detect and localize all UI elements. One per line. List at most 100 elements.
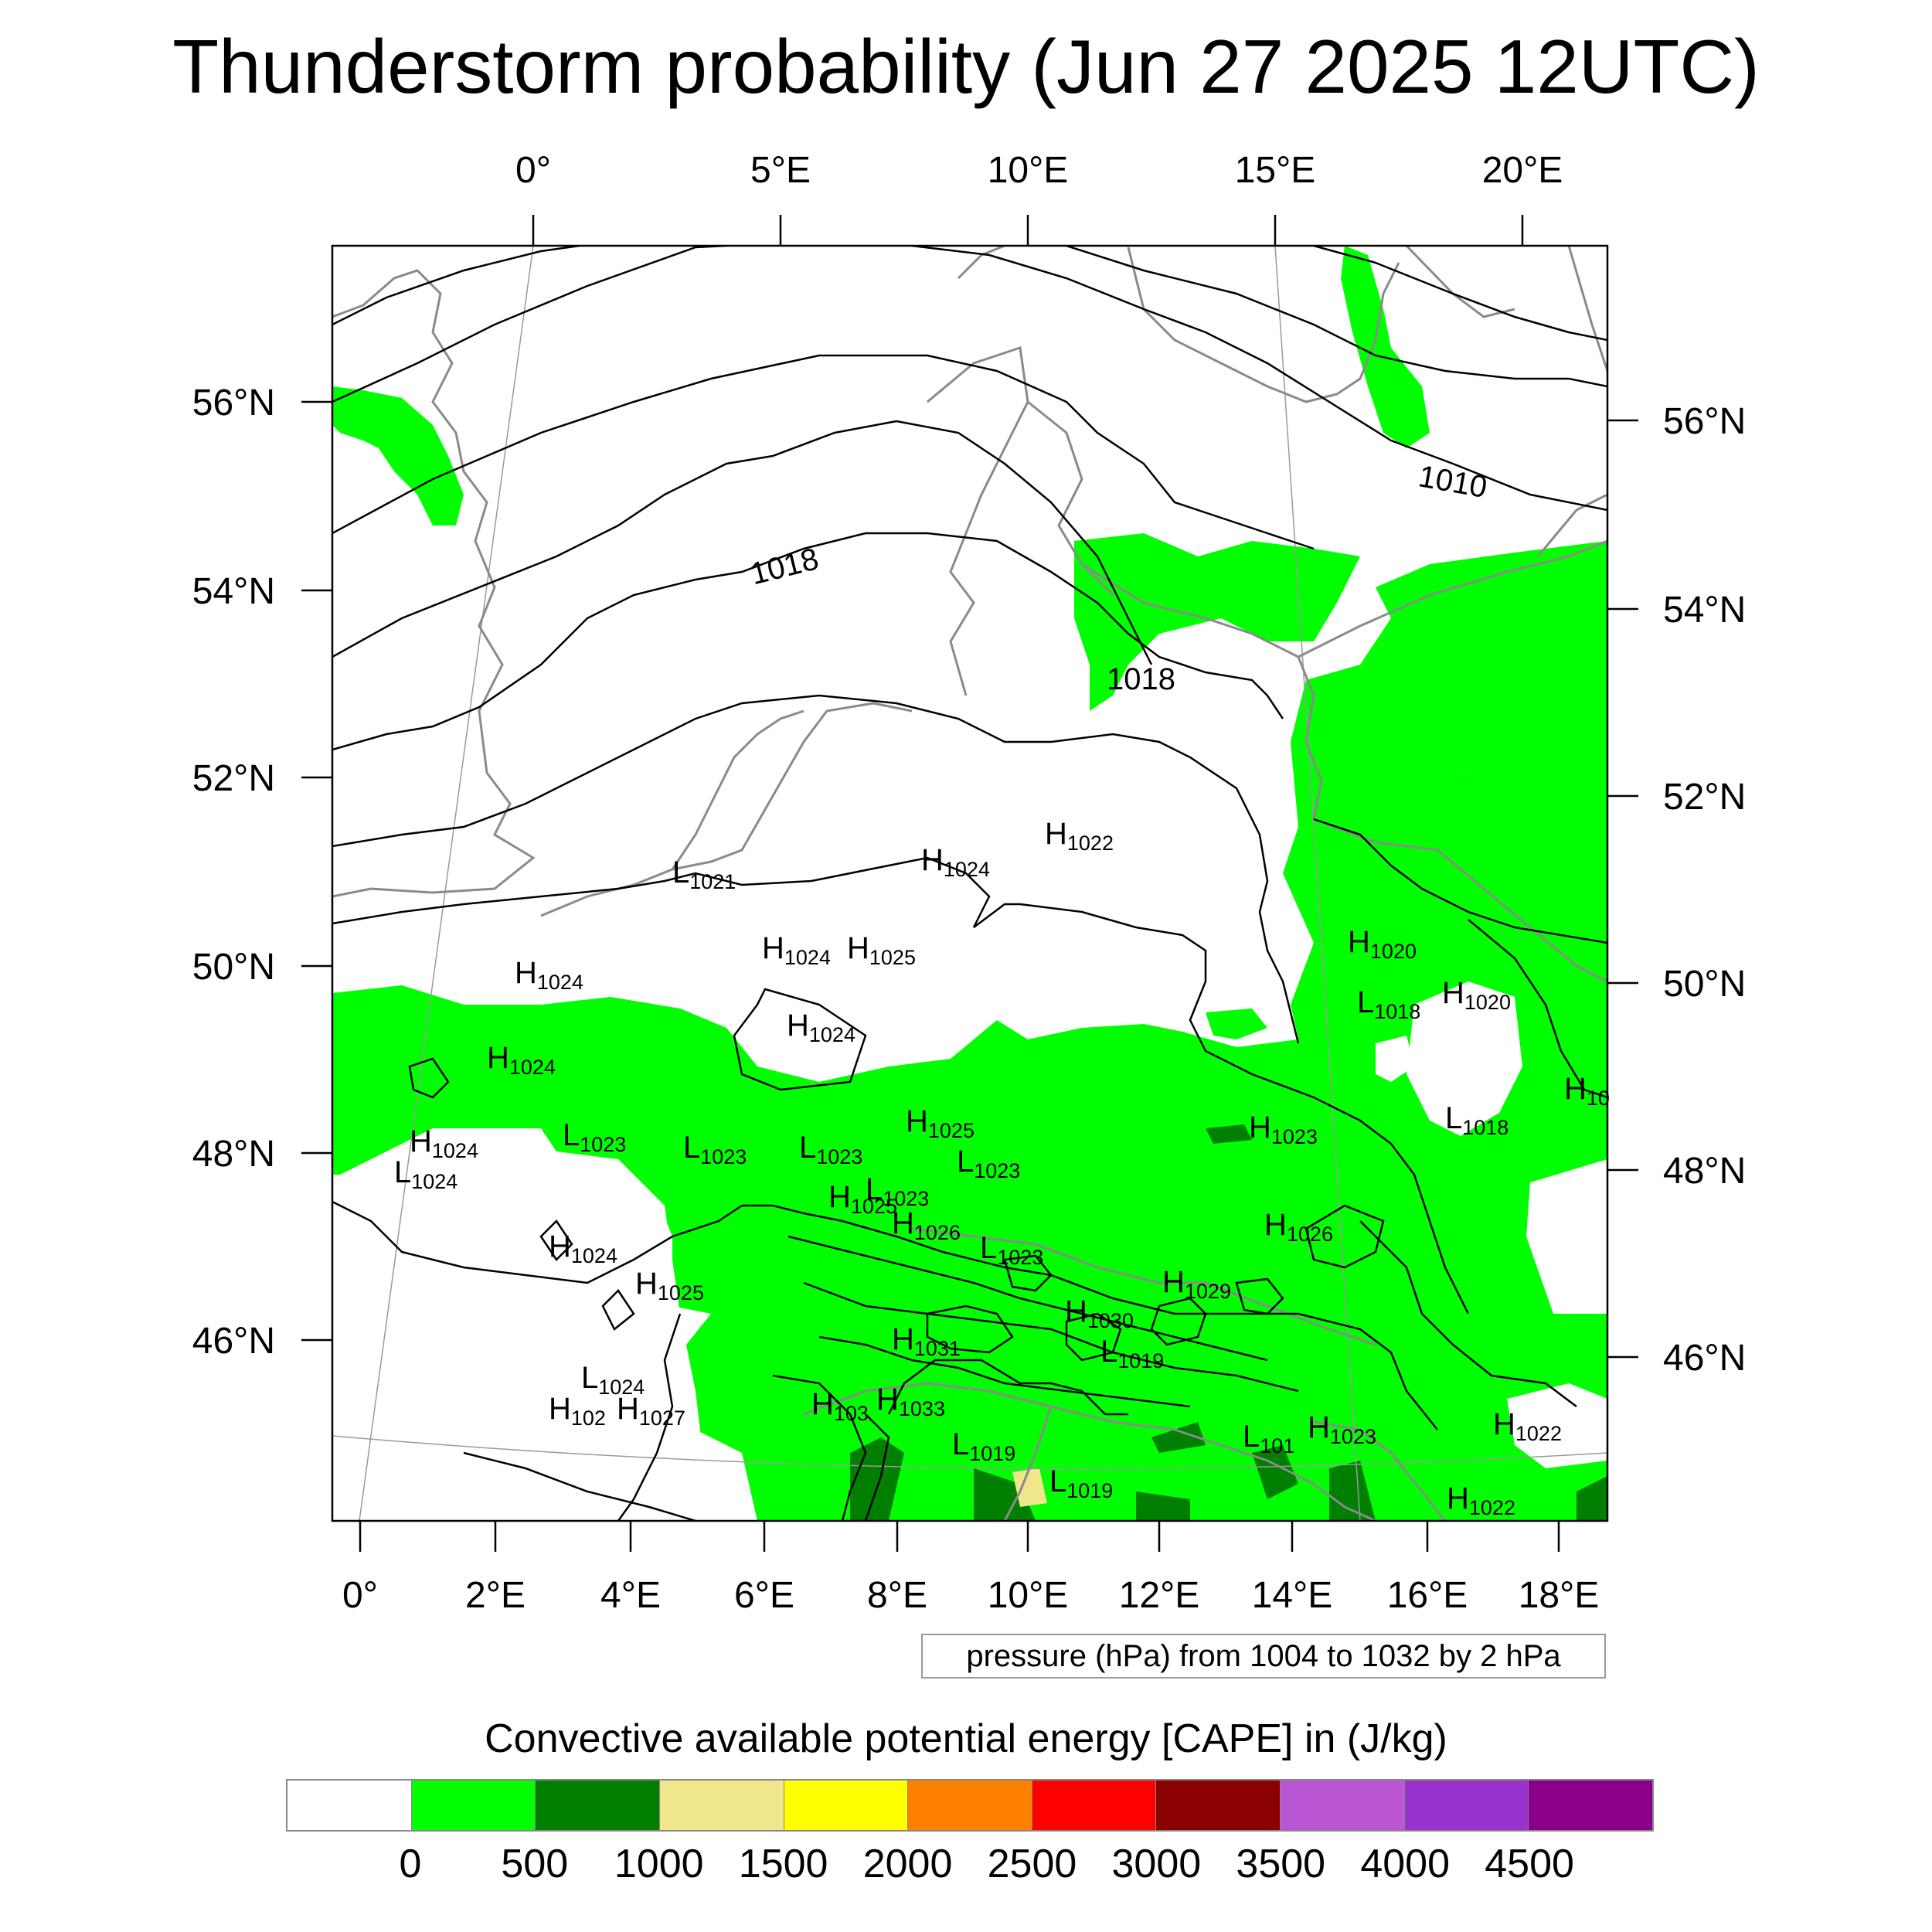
isobar-26 bbox=[601, 1289, 635, 1331]
colorbar-box bbox=[1280, 1781, 1404, 1830]
border-germany-poland bbox=[1297, 656, 1323, 820]
lon-label-top: 15°E bbox=[1235, 150, 1316, 191]
isobar-5 bbox=[332, 694, 1300, 1044]
isobar-15 bbox=[1359, 1220, 1577, 1407]
colorbar-title: Convective available potential energy [C… bbox=[485, 1716, 1447, 1761]
map-title: Thunderstorm probability (Jun 27 2025 12… bbox=[172, 24, 1760, 109]
pressure-center-label: H1030 bbox=[1065, 1294, 1134, 1332]
cape-area-small2 bbox=[1105, 1175, 1159, 1213]
coast-lithuania bbox=[1536, 493, 1607, 557]
lon-label-bottom: 6°E bbox=[734, 1575, 794, 1616]
cape-gap-south-east bbox=[1507, 1383, 1607, 1468]
colorbar-tick-label: 500 bbox=[501, 1842, 569, 1886]
pressure-center-label: H1022 bbox=[1045, 817, 1114, 855]
colorbar-box bbox=[783, 1781, 908, 1830]
lat-label-right: 46°N bbox=[1663, 1338, 1746, 1379]
coast-sweden-east bbox=[1405, 246, 1515, 318]
cape-dg-5 bbox=[1151, 1422, 1206, 1453]
pressure-center-label: H1033 bbox=[876, 1383, 945, 1420]
colorbar-tick-label: 2500 bbox=[987, 1842, 1077, 1886]
pressure-center-label: L1023 bbox=[799, 1131, 862, 1168]
graticule-lon-0 bbox=[359, 246, 534, 1521]
pressure-center-label: H103 bbox=[811, 1387, 869, 1425]
isobar-1018 bbox=[332, 532, 1284, 751]
lon-label-bottom: 2°E bbox=[465, 1575, 526, 1616]
isobar-19 bbox=[463, 1451, 696, 1521]
pressure-center-label: H1024 bbox=[410, 1124, 478, 1162]
colorbar-box bbox=[287, 1781, 411, 1830]
map-frame bbox=[331, 244, 1609, 1522]
isobar-4 bbox=[332, 420, 1153, 665]
colorbar-box bbox=[1155, 1781, 1281, 1830]
lon-label-bottom: 10°E bbox=[988, 1575, 1069, 1616]
isobar-17 bbox=[1313, 818, 1607, 944]
cape-fill-areas bbox=[332, 246, 1607, 1521]
cape-gap-east bbox=[1406, 981, 1522, 1136]
coast-jutland-east bbox=[1027, 400, 1114, 597]
colorbar-tick-label: 4500 bbox=[1485, 1842, 1574, 1886]
colorbar-tick-label: 1000 bbox=[614, 1842, 704, 1886]
isobar-23 bbox=[1150, 1297, 1207, 1346]
pressure-center-label: H1026 bbox=[892, 1206, 961, 1244]
lat-label-left: 52°N bbox=[192, 758, 275, 799]
pressure-center-label: H1025 bbox=[906, 1104, 975, 1142]
cape-area-northeast bbox=[1291, 541, 1607, 842]
cape-dg-4 bbox=[1136, 1492, 1190, 1521]
axis-ticks bbox=[301, 215, 1638, 1552]
pressure-center-label: L1021 bbox=[672, 855, 736, 893]
coast-poland bbox=[1298, 539, 1607, 658]
pressure-center-label: H1025 bbox=[847, 931, 916, 969]
coastlines bbox=[332, 246, 1607, 1521]
lat-label-right: 48°N bbox=[1663, 1151, 1746, 1192]
pressure-center-label: H1027 bbox=[617, 1392, 685, 1430]
colorbar-tick-label: 3500 bbox=[1236, 1842, 1326, 1886]
cape-area-sweden bbox=[1341, 246, 1430, 448]
border-alps-north bbox=[911, 1227, 1376, 1346]
isobar-northeast-2 bbox=[1313, 246, 1607, 342]
colorbar-tick-label: 3000 bbox=[1111, 1842, 1202, 1886]
isobar-29 bbox=[1003, 1254, 1053, 1292]
lon-label-bottom: 4°E bbox=[600, 1575, 661, 1616]
lat-label-left: 46°N bbox=[192, 1321, 275, 1362]
lon-label-bottom: 16°E bbox=[1387, 1575, 1468, 1616]
pressure-center-label: H1029 bbox=[1162, 1265, 1231, 1303]
pressure-contour-note: pressure (hPa) from 1004 to 1032 by 2 hP… bbox=[921, 1634, 1606, 1679]
pressure-center-label: H1024 bbox=[787, 1009, 855, 1046]
pressure-center-label: L1023 bbox=[980, 1231, 1043, 1269]
colorbar-box bbox=[658, 1781, 784, 1830]
cape-area-small1 bbox=[1206, 1009, 1267, 1039]
pressure-center-label: H1020 bbox=[1348, 925, 1417, 963]
lat-label-right: 56°N bbox=[1663, 401, 1746, 442]
graticule-lat-45 bbox=[332, 1435, 1607, 1470]
border-alps-south bbox=[803, 1382, 1222, 1447]
pressure-center-label: H1022 bbox=[1447, 1481, 1515, 1519]
isobar-12 bbox=[818, 1335, 1191, 1408]
pressure-center-label: H1026 bbox=[1264, 1208, 1333, 1246]
cape-area-baltic bbox=[1074, 533, 1360, 711]
lon-label-bottom: 18°E bbox=[1519, 1575, 1600, 1616]
isobar-1 bbox=[332, 246, 580, 326]
pressure-center-label: H1024 bbox=[921, 843, 990, 881]
lon-label-bottom: 14°E bbox=[1252, 1575, 1333, 1616]
lon-label-top: 0° bbox=[515, 150, 551, 191]
lon-label-top: 5°E bbox=[750, 150, 811, 191]
isobar-north-east bbox=[1066, 246, 1607, 388]
pressure-center-label: L1024 bbox=[394, 1155, 457, 1193]
pressure-center-label: L1023 bbox=[866, 1172, 929, 1210]
coast-denmark bbox=[927, 346, 1029, 696]
colorbar-tick-label: 0 bbox=[399, 1842, 422, 1886]
lat-label-right: 50°N bbox=[1663, 964, 1746, 1005]
isobar-16 bbox=[1468, 919, 1607, 1099]
graticule bbox=[332, 246, 1607, 1521]
pressure-centers: H1022 H1024 L1021 H1024 H1025 H1024 H102… bbox=[394, 817, 1610, 1519]
pressure-center-label: H1024 bbox=[549, 1230, 617, 1267]
lon-label-top: 10°E bbox=[988, 150, 1069, 191]
isobar-1010 bbox=[911, 246, 1607, 512]
border-italy bbox=[1003, 1406, 1053, 1521]
colorbar-labels: 0 500 1000 1500 2000 2500 3000 3500 4000 4500 bbox=[0, 1841, 1932, 1895]
coast-uk bbox=[332, 269, 536, 898]
pressure-center-label: L1019 bbox=[1049, 1464, 1113, 1502]
cape-khaki-patch bbox=[1012, 1468, 1047, 1507]
lat-label-left: 50°N bbox=[192, 947, 275, 988]
